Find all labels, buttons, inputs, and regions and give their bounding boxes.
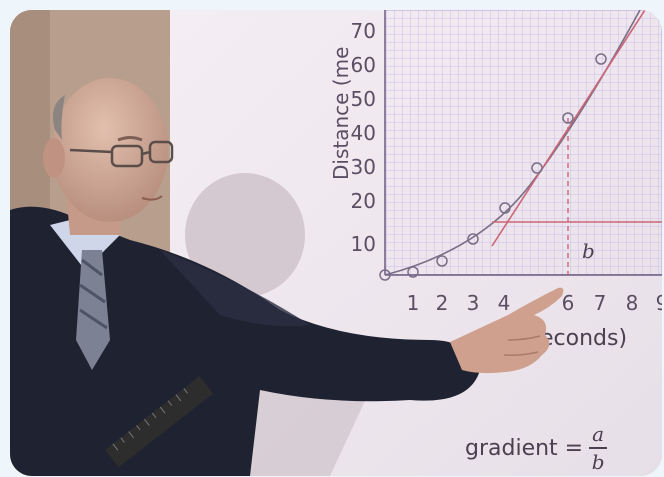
curve-point — [595, 53, 607, 65]
jacket — [10, 206, 480, 476]
head — [52, 78, 168, 222]
y-tick-label: 30 — [351, 155, 376, 179]
y-tick-label: 20 — [351, 189, 376, 213]
pointing-hand — [450, 287, 564, 374]
curve-point — [531, 162, 543, 174]
x-tick-label: 2 — [436, 291, 449, 315]
y-tick-label: 10 — [351, 232, 376, 256]
graph-grid — [385, 10, 662, 275]
formula-fraction: a b — [589, 422, 608, 474]
y-tick-label: 40 — [351, 121, 376, 145]
photo-frame: Distance (me 70 60 50 40 30 20 10 1 2 3 … — [10, 10, 662, 476]
photo-scene: Distance (me 70 60 50 40 30 20 10 1 2 3 … — [10, 10, 662, 476]
curve-point — [562, 112, 574, 124]
x-tick-label: 9 — [656, 291, 662, 315]
x-tick-label: 4 — [498, 291, 511, 315]
curve-point — [499, 202, 511, 214]
formula-numerator: a — [592, 422, 605, 446]
y-axis-label: Distance (me — [329, 47, 353, 180]
y-tick-label: 60 — [351, 53, 376, 77]
curve-point — [436, 255, 448, 267]
x-tick-label: 8 — [626, 291, 639, 315]
formula-denominator: b — [591, 450, 605, 474]
x-axis-label: econds) — [540, 326, 627, 351]
b-marker: b — [582, 239, 595, 263]
curve-point — [379, 269, 391, 281]
formula-left: gradient = — [465, 435, 584, 461]
tie — [76, 250, 110, 370]
glasses — [69, 140, 174, 168]
x-tick-label: 3 — [467, 291, 480, 315]
x-tick-label: 1 — [407, 291, 420, 315]
curve-point — [407, 266, 419, 278]
ruler — [105, 376, 214, 468]
curve-point — [467, 233, 479, 245]
y-tick-label: 70 — [351, 19, 376, 43]
x-tick-label: 7 — [594, 291, 607, 315]
y-tick-label: 50 — [351, 87, 376, 111]
head-shadow — [185, 173, 305, 297]
gradient-formula: gradient = a b — [465, 422, 608, 474]
x-tick-label: 6 — [562, 291, 575, 315]
